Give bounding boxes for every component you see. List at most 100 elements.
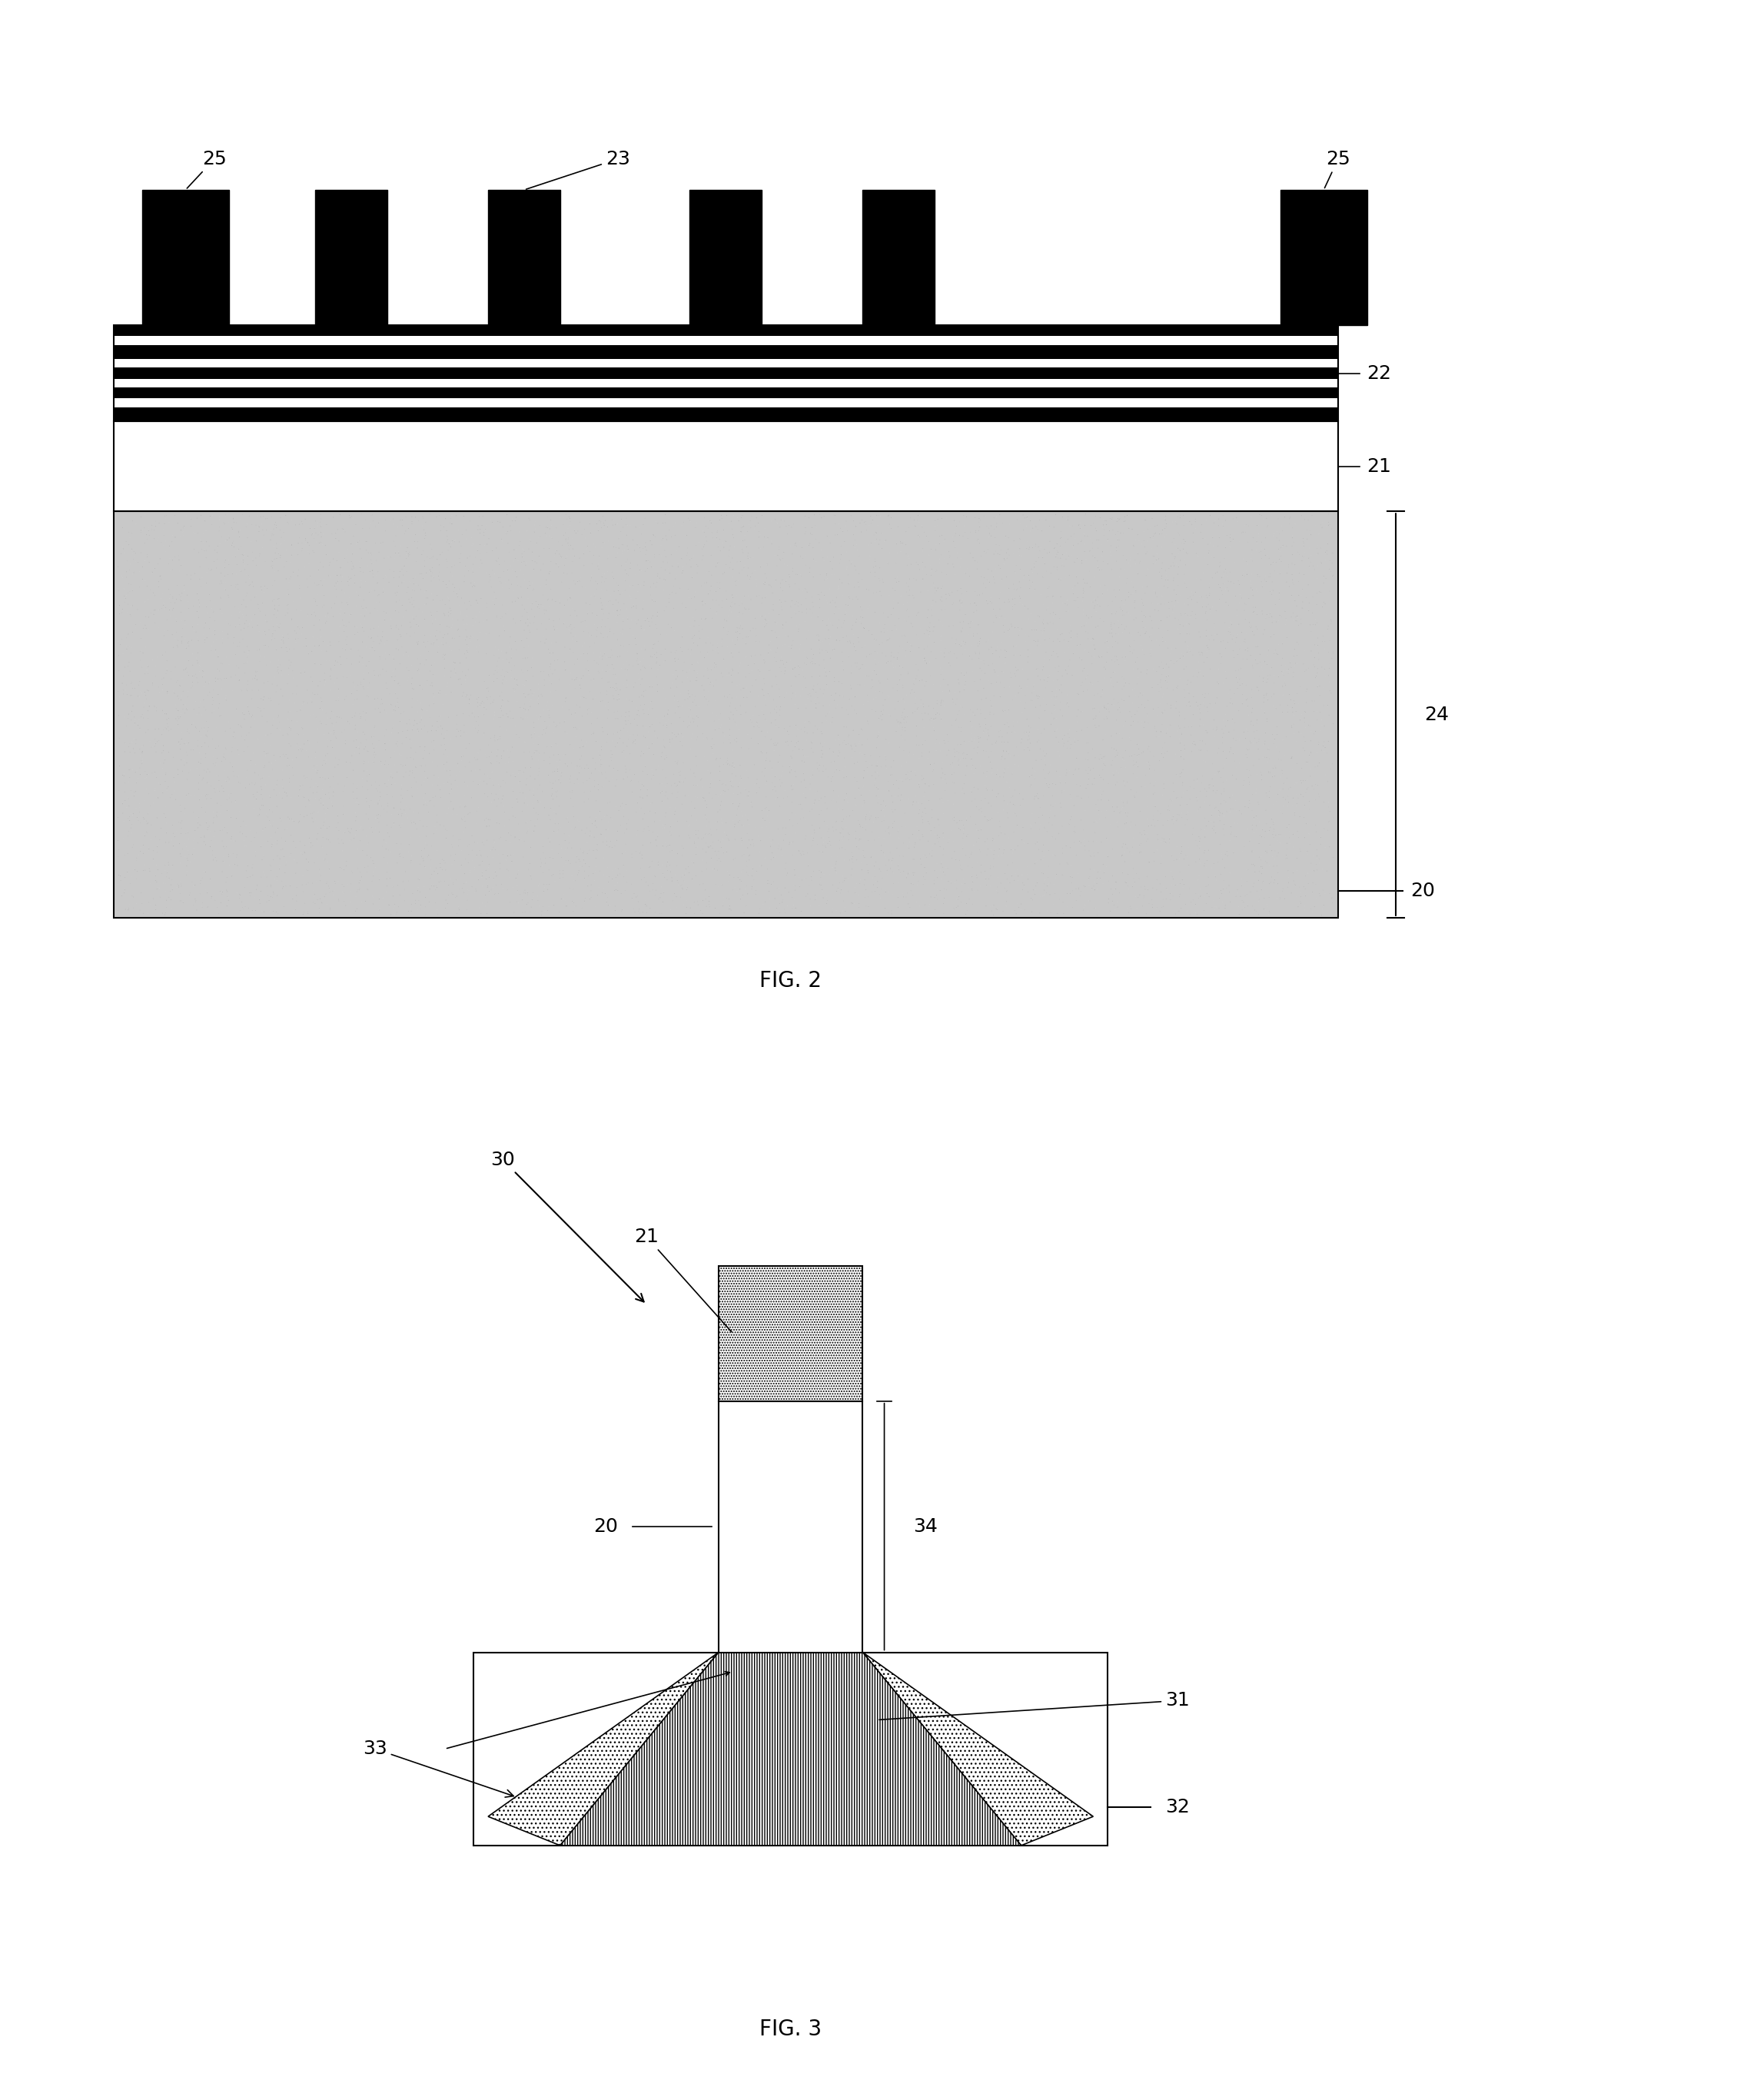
Point <box>1109 830 1137 863</box>
Point <box>299 676 327 710</box>
Point <box>727 823 756 857</box>
Point <box>1066 825 1095 859</box>
Point <box>785 613 813 647</box>
Point <box>634 544 662 578</box>
Point <box>288 533 316 567</box>
Point <box>1200 529 1228 563</box>
Point <box>576 882 604 916</box>
Point <box>1040 680 1068 714</box>
Point <box>589 500 617 533</box>
Point <box>118 573 146 607</box>
Point <box>437 676 466 710</box>
Point <box>803 510 831 544</box>
Point <box>972 760 1000 794</box>
Point <box>771 817 799 851</box>
Point <box>297 825 325 859</box>
Point <box>884 674 912 708</box>
Point <box>325 882 353 916</box>
Point <box>1233 754 1262 788</box>
Point <box>1105 647 1133 680</box>
Point <box>313 645 341 678</box>
Point <box>882 779 910 813</box>
Point <box>237 743 265 777</box>
Point <box>949 638 977 672</box>
Point <box>745 727 773 760</box>
Point <box>835 727 863 760</box>
Point <box>135 790 163 823</box>
Point <box>221 693 249 727</box>
Point <box>388 565 416 598</box>
Point <box>1291 536 1320 569</box>
Point <box>1059 758 1088 792</box>
Point <box>887 781 915 815</box>
Point <box>1109 538 1137 571</box>
Point <box>910 851 938 884</box>
Point <box>111 699 139 733</box>
Point <box>445 620 473 653</box>
Point <box>606 714 634 748</box>
Point <box>394 800 422 834</box>
Point <box>750 607 778 640</box>
Point <box>668 872 696 905</box>
Point <box>232 790 260 823</box>
Point <box>371 693 399 727</box>
Point <box>582 890 610 924</box>
Point <box>383 729 411 762</box>
Point <box>1103 666 1132 699</box>
Point <box>1293 746 1321 779</box>
Point <box>705 779 733 813</box>
Point <box>891 693 919 727</box>
Point <box>437 609 466 643</box>
Point <box>659 722 687 756</box>
Point <box>727 821 756 855</box>
Point <box>647 550 675 584</box>
Point <box>487 867 515 901</box>
Point <box>1072 741 1100 775</box>
Point <box>833 550 861 584</box>
Point <box>160 630 188 664</box>
Point <box>601 716 629 750</box>
Point <box>580 716 608 750</box>
Point <box>734 823 763 857</box>
Point <box>940 788 968 821</box>
Point <box>775 825 803 859</box>
Point <box>710 531 738 565</box>
Point <box>1283 853 1311 886</box>
Point <box>430 722 459 756</box>
Point <box>125 762 153 796</box>
Point <box>1212 872 1240 905</box>
Point <box>641 897 669 930</box>
Point <box>775 756 803 790</box>
Point <box>1098 878 1126 911</box>
Point <box>239 565 267 598</box>
Point <box>601 769 629 802</box>
Point <box>954 869 982 903</box>
Point <box>1272 653 1300 687</box>
Point <box>1263 840 1291 874</box>
Point <box>1265 659 1293 693</box>
Point <box>560 800 589 834</box>
Point <box>1307 508 1335 542</box>
Point <box>1133 817 1161 851</box>
Point <box>118 504 146 538</box>
Point <box>459 869 487 903</box>
Point <box>641 506 669 540</box>
Point <box>873 546 901 580</box>
Point <box>1081 592 1109 626</box>
Point <box>1026 701 1054 735</box>
Point <box>1017 567 1045 601</box>
Point <box>573 764 601 798</box>
Point <box>1209 559 1237 592</box>
Point <box>490 808 518 842</box>
Point <box>1247 594 1276 628</box>
Point <box>132 716 160 750</box>
Point <box>1047 617 1075 651</box>
Point <box>158 823 186 857</box>
Point <box>699 832 727 865</box>
Point <box>1186 832 1214 865</box>
Point <box>190 657 218 691</box>
Point <box>218 598 246 632</box>
Point <box>300 510 329 544</box>
Point <box>1091 504 1119 538</box>
Point <box>448 678 476 712</box>
